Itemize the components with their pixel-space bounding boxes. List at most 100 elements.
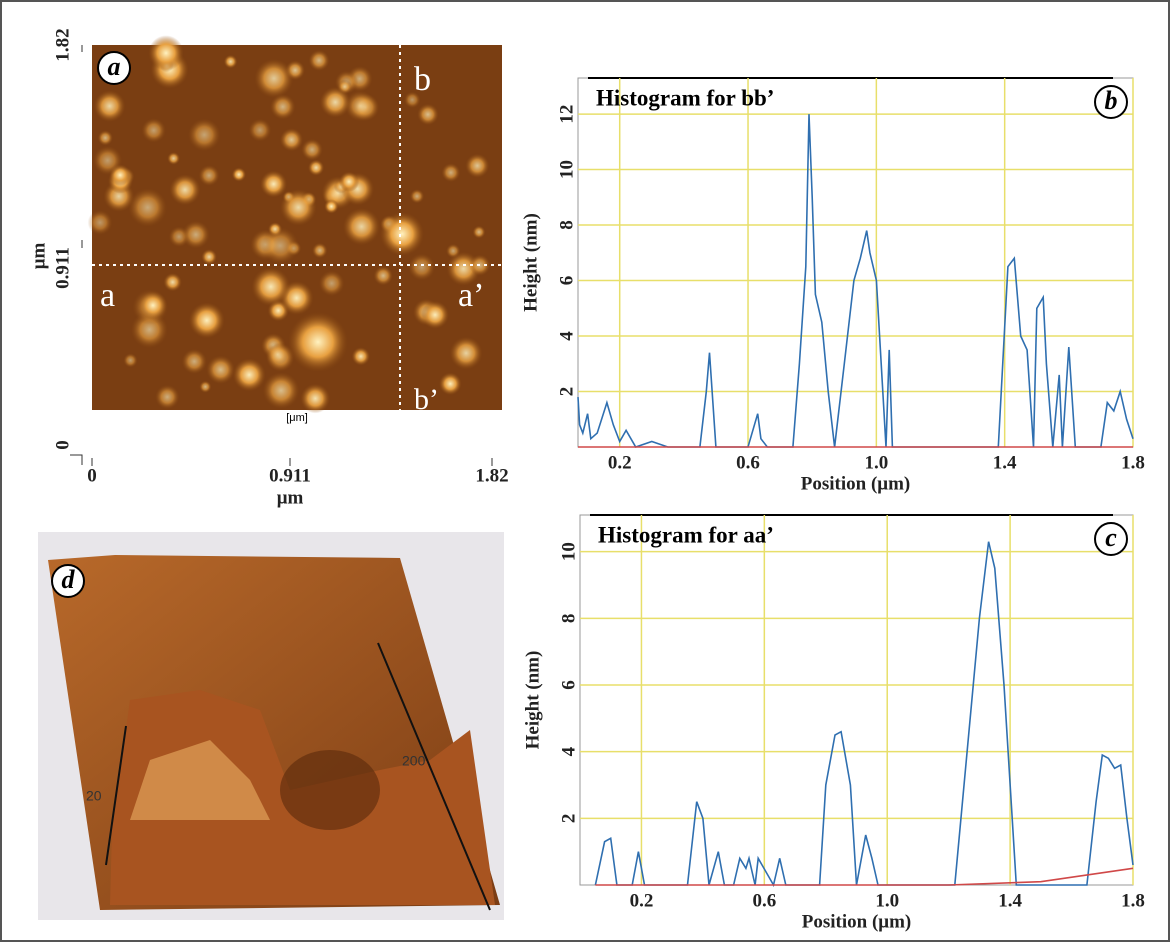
afm-grain	[97, 130, 114, 146]
afm-grain	[155, 384, 180, 410]
afm-grain	[351, 347, 371, 366]
afm-grain	[167, 151, 181, 165]
line-label: b	[414, 61, 431, 98]
line-label: a	[100, 277, 115, 314]
afm-grain	[408, 253, 436, 281]
chart-title: Histogram for aa’	[598, 522, 774, 547]
afm-grain	[279, 128, 304, 152]
y-tick-label: 6	[558, 680, 579, 690]
y-tick-label: 0.911	[52, 247, 73, 289]
data-line	[594, 541, 1134, 888]
scale-label: [μm]	[286, 412, 308, 424]
afm-grain	[87, 210, 113, 235]
afm-grain	[342, 207, 381, 246]
y-tick-label: 12	[556, 105, 577, 124]
x-tick-label: 0.911	[269, 465, 311, 486]
afm-grain	[148, 35, 184, 71]
x-tick-label: 0.2	[608, 452, 632, 473]
x-tick-label: 0.2	[630, 890, 654, 911]
axis-ticks	[91, 458, 493, 466]
afm-grain	[373, 265, 393, 286]
x-tick-label: 1.4	[998, 890, 1022, 911]
x-tick-label: 1.0	[864, 452, 888, 473]
afm-grain	[198, 164, 220, 186]
afm-grain	[201, 249, 218, 265]
afm-grain	[260, 170, 288, 198]
afm-grain	[403, 91, 421, 109]
y-unit: μm	[28, 243, 49, 270]
surface-shadow	[280, 750, 380, 830]
afm-grain	[409, 189, 425, 204]
y-tick-label: 0	[52, 440, 73, 450]
afm-grain	[181, 348, 207, 375]
y-tick-label: 10	[556, 160, 577, 179]
afm-grain	[380, 212, 424, 256]
afm-grain	[288, 312, 348, 372]
y-tick-label: 8	[556, 220, 577, 230]
afm-grain	[141, 118, 167, 143]
y-tick-label: 4	[556, 331, 577, 341]
axis-ticks	[70, 45, 83, 465]
y-tick-label: 6	[556, 276, 577, 286]
afm-grain	[261, 227, 299, 265]
afm-grain	[319, 86, 351, 118]
afm-grain	[265, 342, 290, 367]
y-tick-label: 4	[558, 746, 579, 756]
afm-grain	[251, 267, 291, 307]
x-tick-label: 1.8	[1121, 452, 1145, 473]
afm-grain	[92, 145, 123, 176]
afm-grain	[318, 270, 345, 297]
afm-grain	[417, 103, 439, 126]
y-tick-label: 1.82	[52, 28, 73, 61]
afm-grain	[472, 225, 486, 239]
y-axis-label: Height (nm)	[520, 213, 541, 312]
afm-grain	[206, 355, 236, 385]
afm-grain	[307, 159, 325, 176]
afm-grain	[300, 383, 331, 414]
y-tick-label: 2	[558, 814, 579, 824]
line-label: b’	[414, 383, 439, 416]
afm-grain	[169, 174, 201, 206]
afm-grain	[270, 94, 296, 120]
afm-grain	[465, 153, 490, 178]
panel-badge	[97, 51, 131, 85]
afm-grain	[262, 372, 300, 409]
axis-line	[105, 725, 127, 866]
afm-grain	[438, 372, 462, 396]
afm-grain	[280, 189, 317, 226]
panel-label: a	[108, 52, 121, 81]
panel-label: c	[1105, 523, 1117, 552]
afm-grain	[254, 58, 294, 99]
afm-grain	[188, 302, 225, 339]
afm-grain	[128, 188, 168, 227]
panel-badge	[51, 564, 85, 598]
panel-label: d	[62, 565, 76, 594]
surface-feature	[130, 740, 270, 820]
panel-badge	[1094, 522, 1128, 556]
x-tick-label: 0.6	[752, 890, 776, 911]
afm-grain	[163, 272, 182, 292]
plot-area	[577, 77, 1134, 448]
panel-badge	[1094, 85, 1128, 119]
x-tick-label: 0.6	[736, 452, 760, 473]
afm-grain	[248, 118, 272, 142]
data-line	[577, 114, 1134, 448]
afm-grain	[308, 49, 330, 71]
afm-grain	[421, 300, 450, 329]
x-tick-label: 0	[87, 465, 97, 486]
y-tick-label: 8	[558, 614, 579, 624]
afm-grain	[338, 171, 360, 192]
axis-label: 200	[402, 753, 426, 769]
afm-grain	[93, 90, 126, 122]
x-axis-label: Position (μm)	[802, 911, 911, 932]
chart-title: Histogram for bb’	[596, 85, 774, 110]
afm-grain	[312, 242, 328, 259]
x-tick-label: 1.0	[875, 890, 899, 911]
x-tick-label: 1.4	[993, 452, 1017, 473]
x-unit: μm	[277, 487, 304, 508]
afm-grain	[324, 199, 339, 214]
afm-grain	[449, 336, 483, 370]
y-axis-label: Height (nm)	[522, 651, 543, 750]
data-line	[595, 867, 1134, 886]
